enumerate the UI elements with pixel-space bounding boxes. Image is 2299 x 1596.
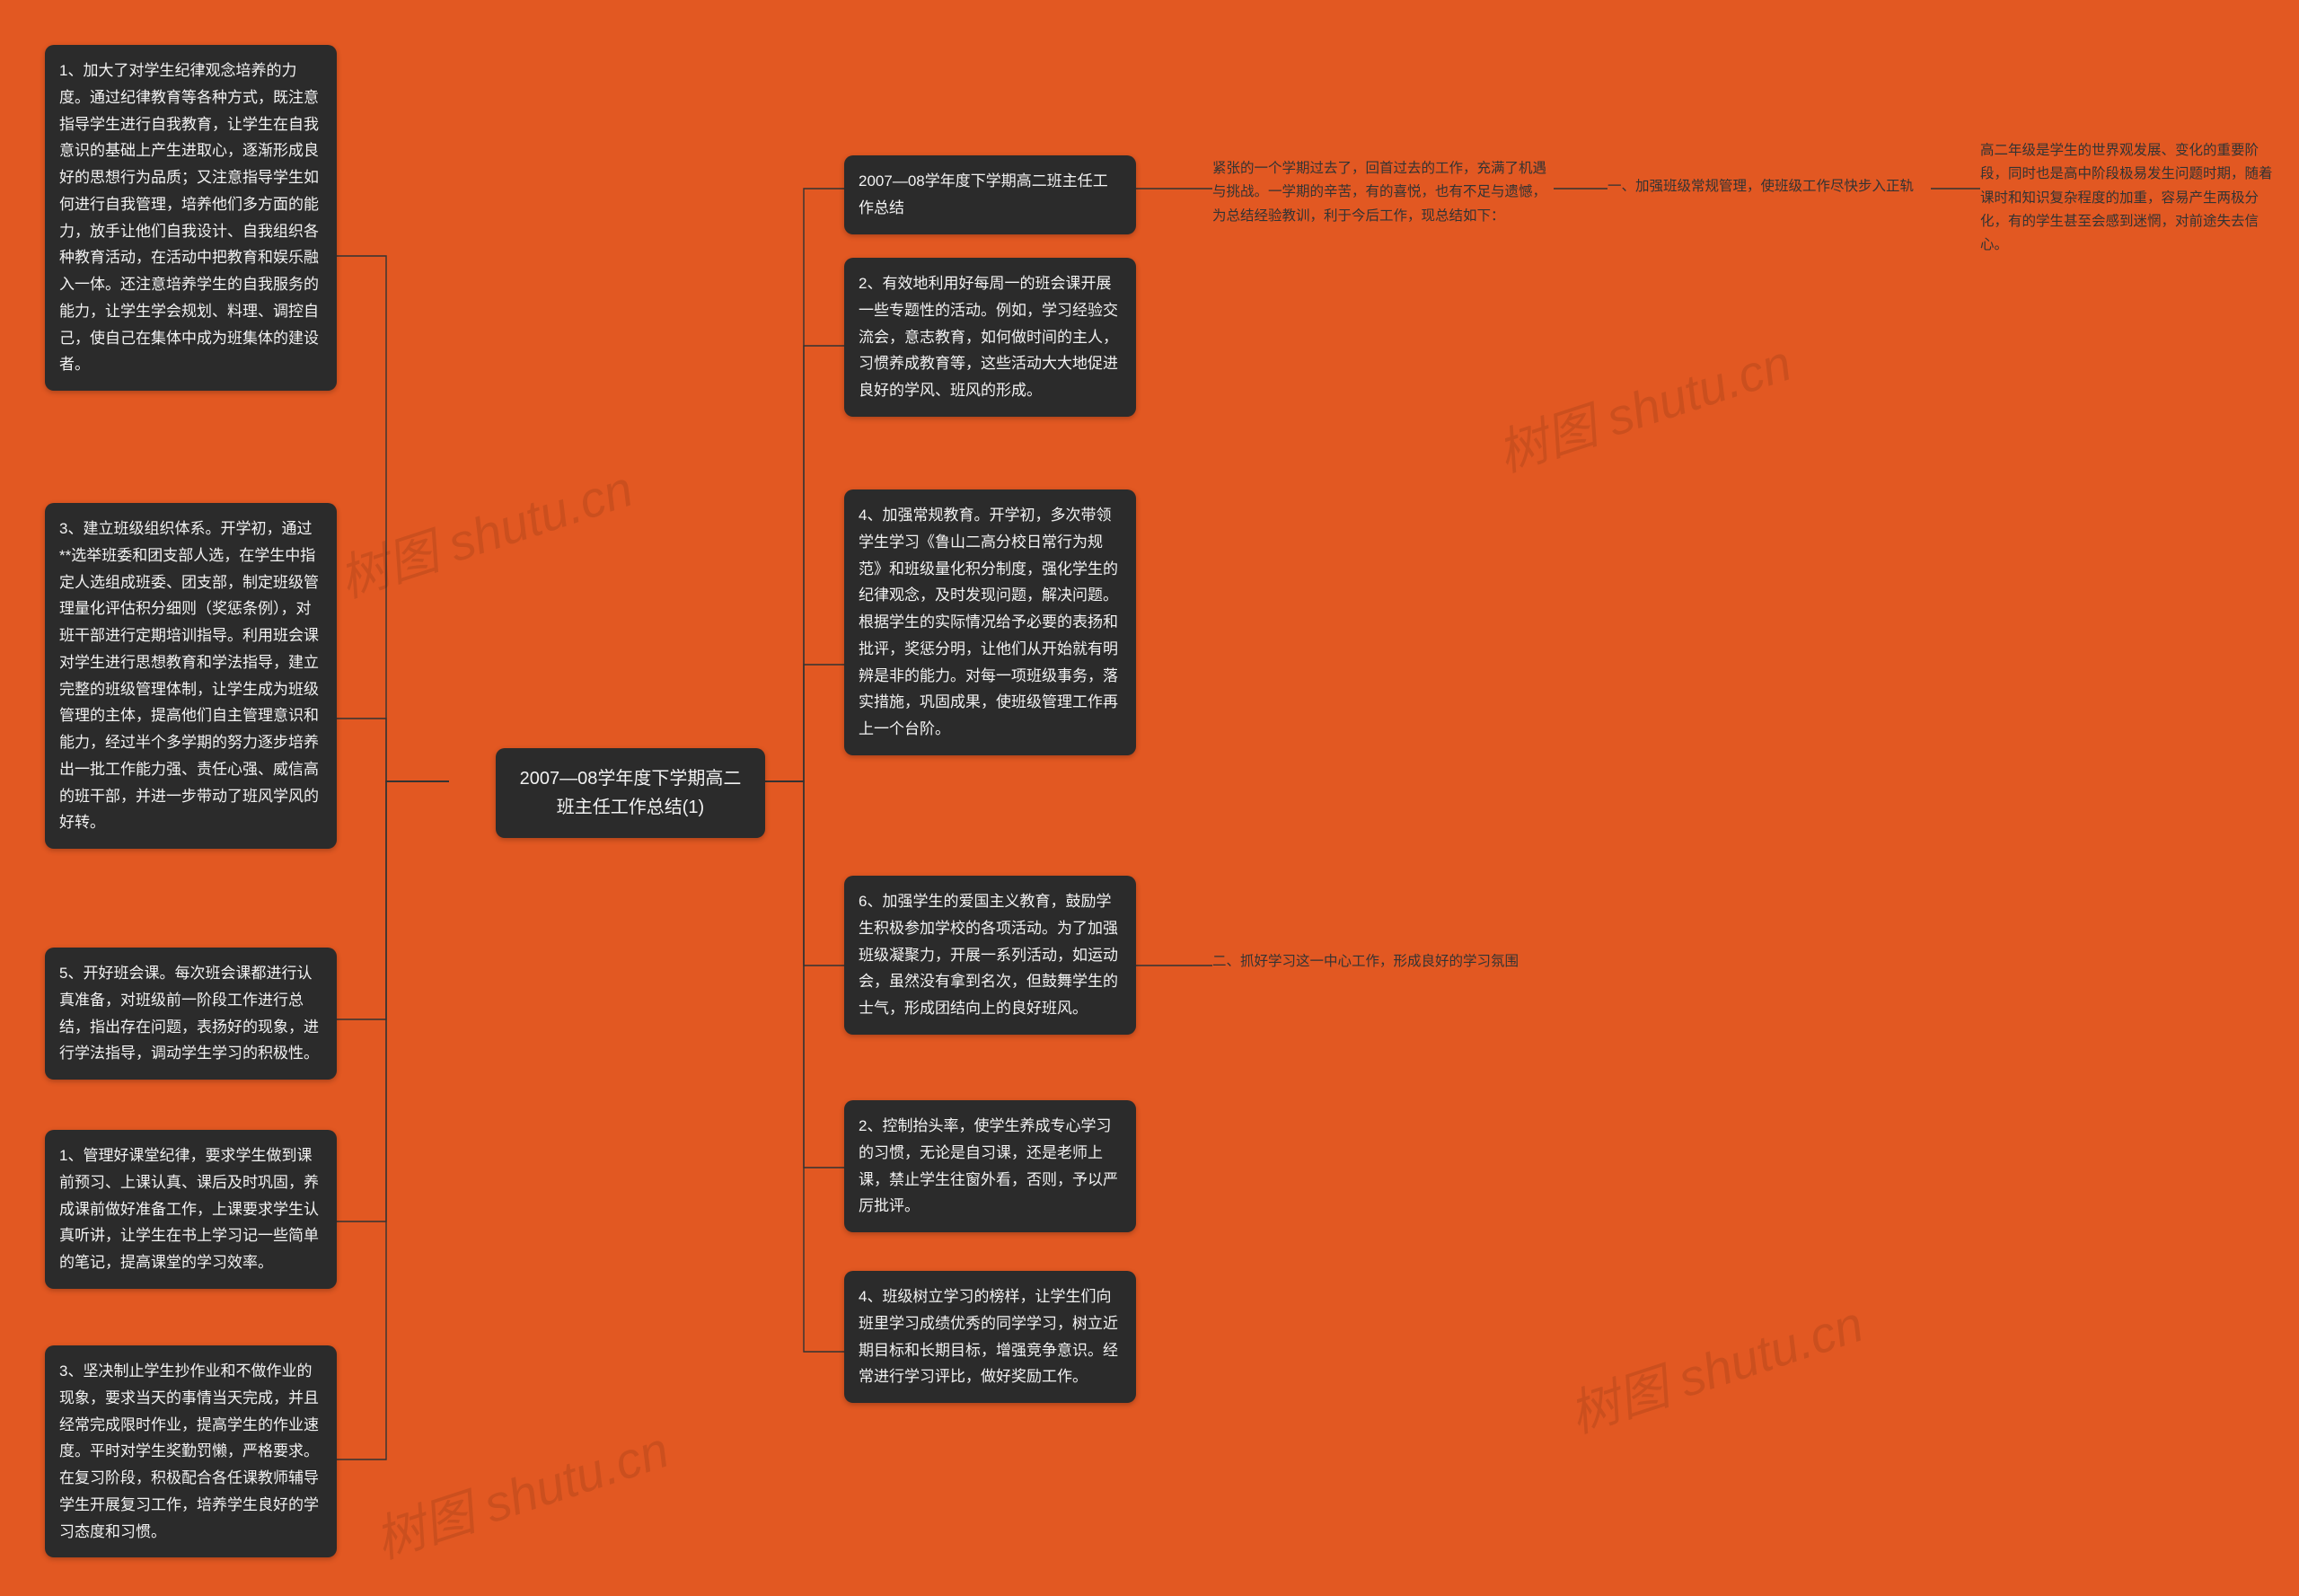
- connector: [337, 781, 449, 1459]
- node-right-2: 2、有效地利用好每周一的班会课开展一些专题性的活动。例如，学习经验交流会，意志教…: [844, 258, 1136, 417]
- connectors-layer: [0, 0, 2299, 1596]
- connector: [765, 665, 844, 781]
- plain-node-1: 紧张的一个学期过去了，回首过去的工作，充满了机遇与挑战。一学期的辛苦，有的喜悦，…: [1212, 157, 1554, 228]
- node-left-1: 1、加大了对学生纪律观念培养的力度。通过纪律教育等各种方式，既注意指导学生进行自…: [45, 45, 337, 391]
- connector: [765, 346, 844, 781]
- plain-node-2: 一、加强班级常规管理，使班级工作尽快步入正轨: [1608, 175, 1931, 198]
- connector: [765, 781, 844, 1168]
- node-right-8: 4、班级树立学习的榜样，让学生们向班里学习成绩优秀的同学学习，树立近期目标和长期…: [844, 1271, 1136, 1403]
- node-right-1: 2007—08学年度下学期高二班主任工作总结: [844, 155, 1136, 234]
- node-right-6: 6、加强学生的爱国主义教育，鼓励学生积极参加学校的各项活动。为了加强班级凝聚力，…: [844, 876, 1136, 1035]
- watermark: 树图 shutu.cn: [329, 449, 641, 613]
- connector: [765, 189, 844, 781]
- watermark: 树图 shutu.cn: [365, 1410, 677, 1574]
- node-left-7: 3、坚决制止学生抄作业和不做作业的现象，要求当天的事情当天完成，并且经常完成限时…: [45, 1345, 337, 1557]
- mindmap-root: 2007—08学年度下学期高二班主任工作总结(1): [496, 748, 765, 838]
- connector: [765, 781, 844, 1352]
- watermark: 树图 shutu.cn: [1559, 1284, 1872, 1448]
- connector: [337, 781, 449, 1019]
- watermark: 树图 shutu.cn: [1487, 323, 1800, 487]
- connector: [337, 719, 449, 781]
- connector: [337, 781, 449, 1221]
- node-right-7: 2、控制抬头率，使学生养成专心学习的习惯，无论是自习课，还是老师上课，禁止学生往…: [844, 1100, 1136, 1232]
- node-left-3: 3、建立班级组织体系。开学初，通过**选举班委和团支部人选，在学生中指定人选组成…: [45, 503, 337, 849]
- connector: [765, 781, 844, 966]
- connector: [337, 256, 449, 781]
- node-right-4: 4、加强常规教育。开学初，多次带领学生学习《鲁山二高分校日常行为规范》和班级量化…: [844, 489, 1136, 755]
- node-left-5: 5、开好班会课。每次班会课都进行认真准备，对班级前一阶段工作进行总结，指出存在问…: [45, 948, 337, 1080]
- node-left-6: 1、管理好课堂纪律，要求学生做到课前预习、上课认真、课后及时巩固，养成课前做好准…: [45, 1130, 337, 1289]
- plain-node-4: 二、抓好学习这一中心工作，形成良好的学习氛围: [1212, 950, 1554, 974]
- plain-node-3: 高二年级是学生的世界观发展、变化的重要阶段，同时也是高中阶段极易发生问题时期，随…: [1980, 139, 2286, 258]
